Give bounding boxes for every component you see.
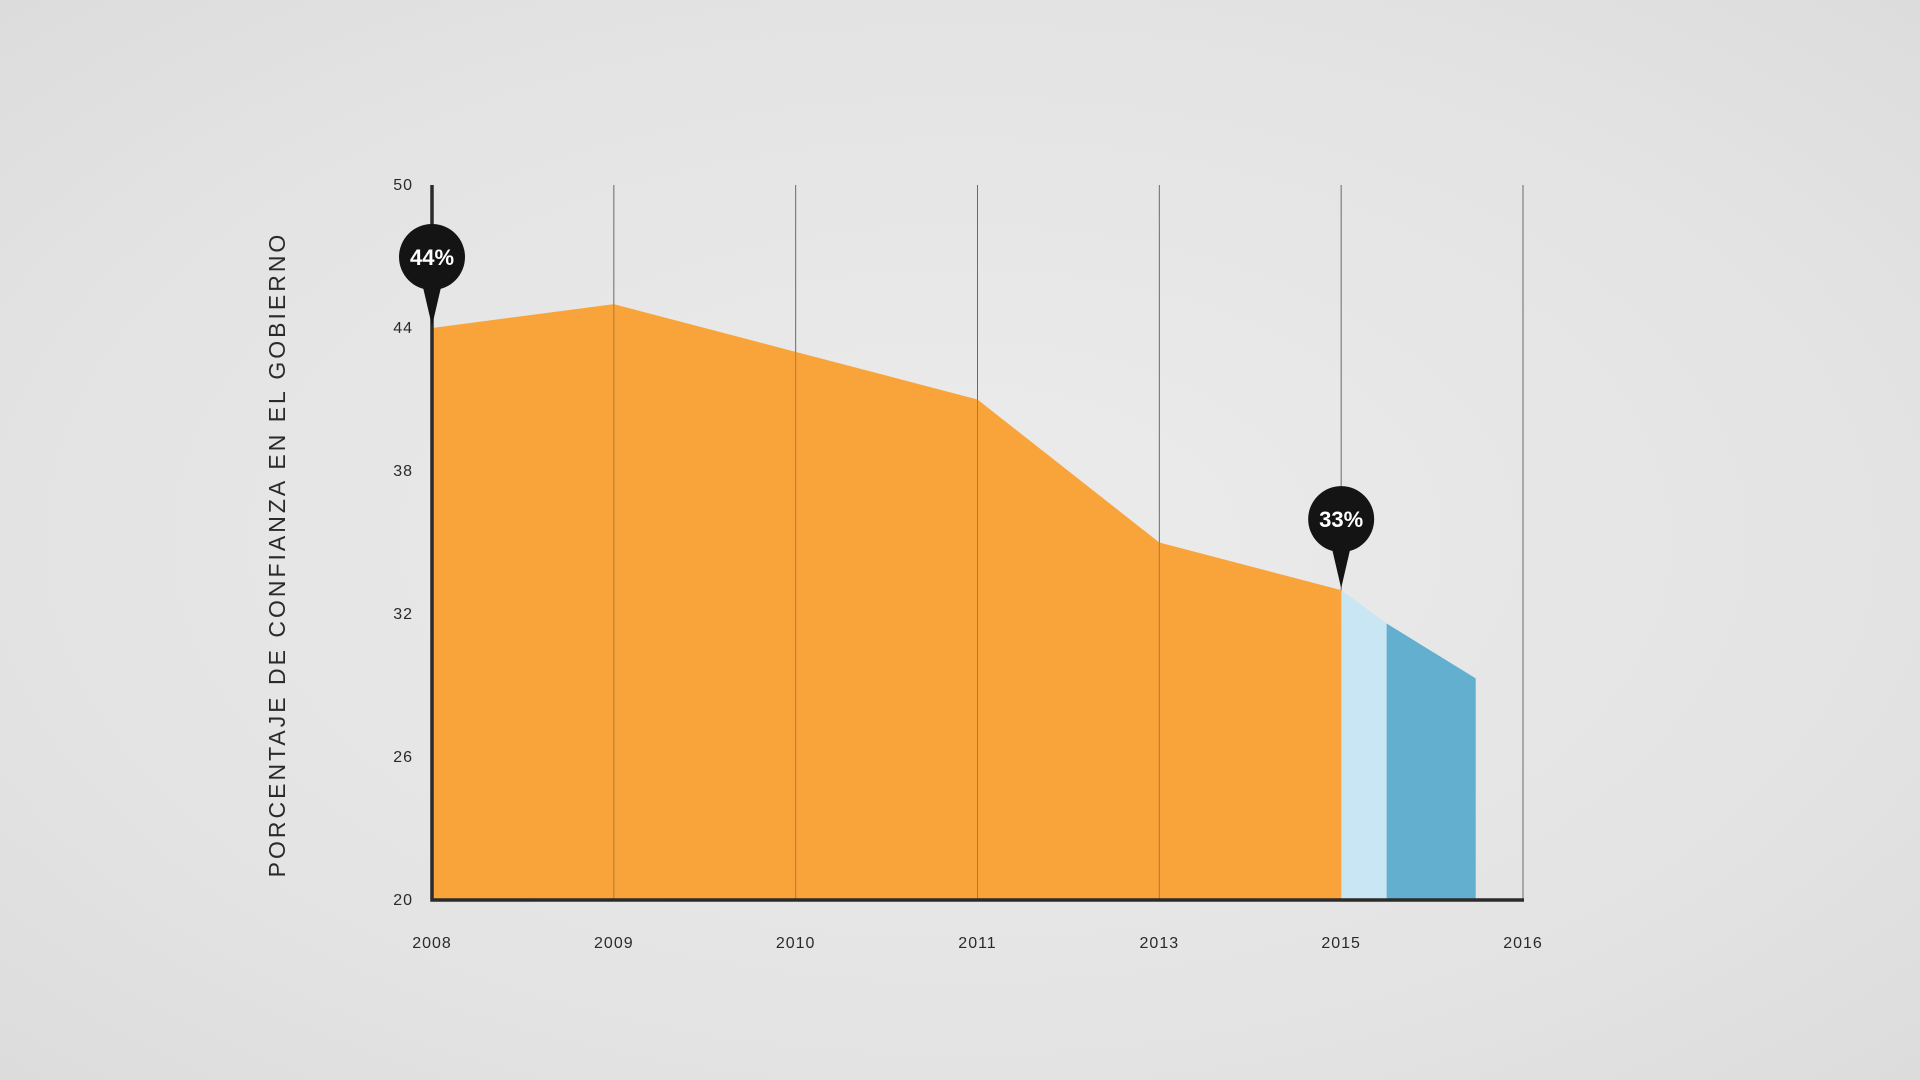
y-tick-label-44: 44 [393, 320, 413, 337]
y-tick-label-20: 20 [393, 892, 413, 909]
x-tick-label-2011: 2011 [958, 935, 996, 952]
annotation-pin-head [399, 224, 465, 290]
y-axis-title: PORCENTAJE DE CONFIANZA EN EL GOBIERNO [264, 232, 290, 878]
area-series-2 [1341, 590, 1387, 900]
x-tick-label-2009: 2009 [594, 935, 634, 952]
x-tick-label-2010: 2010 [776, 935, 816, 952]
y-tick-label-38: 38 [393, 463, 413, 480]
y-tick-label-50: 50 [393, 177, 413, 194]
annotation-label-1: 44% [410, 245, 454, 270]
annotation-pin-head [1308, 486, 1375, 553]
annotation-pin-1: 44% [399, 224, 465, 326]
x-tick-label-2013: 2013 [1140, 935, 1180, 952]
x-tick-label-2016: 2016 [1503, 935, 1543, 952]
x-tick-label-2015: 2015 [1321, 935, 1361, 952]
y-tick-label-32: 32 [393, 606, 413, 623]
annotation-pin-tail [1331, 545, 1352, 589]
area-series-1 [432, 304, 1342, 901]
area-series-3 [1386, 623, 1476, 900]
annotation-pin-tail [422, 283, 442, 326]
y-tick-label-26: 26 [393, 749, 413, 766]
x-tick-label-2008: 2008 [412, 935, 452, 952]
annotation-pin-2: 33% [1308, 486, 1375, 589]
annotation-label-2: 33% [1319, 507, 1363, 532]
